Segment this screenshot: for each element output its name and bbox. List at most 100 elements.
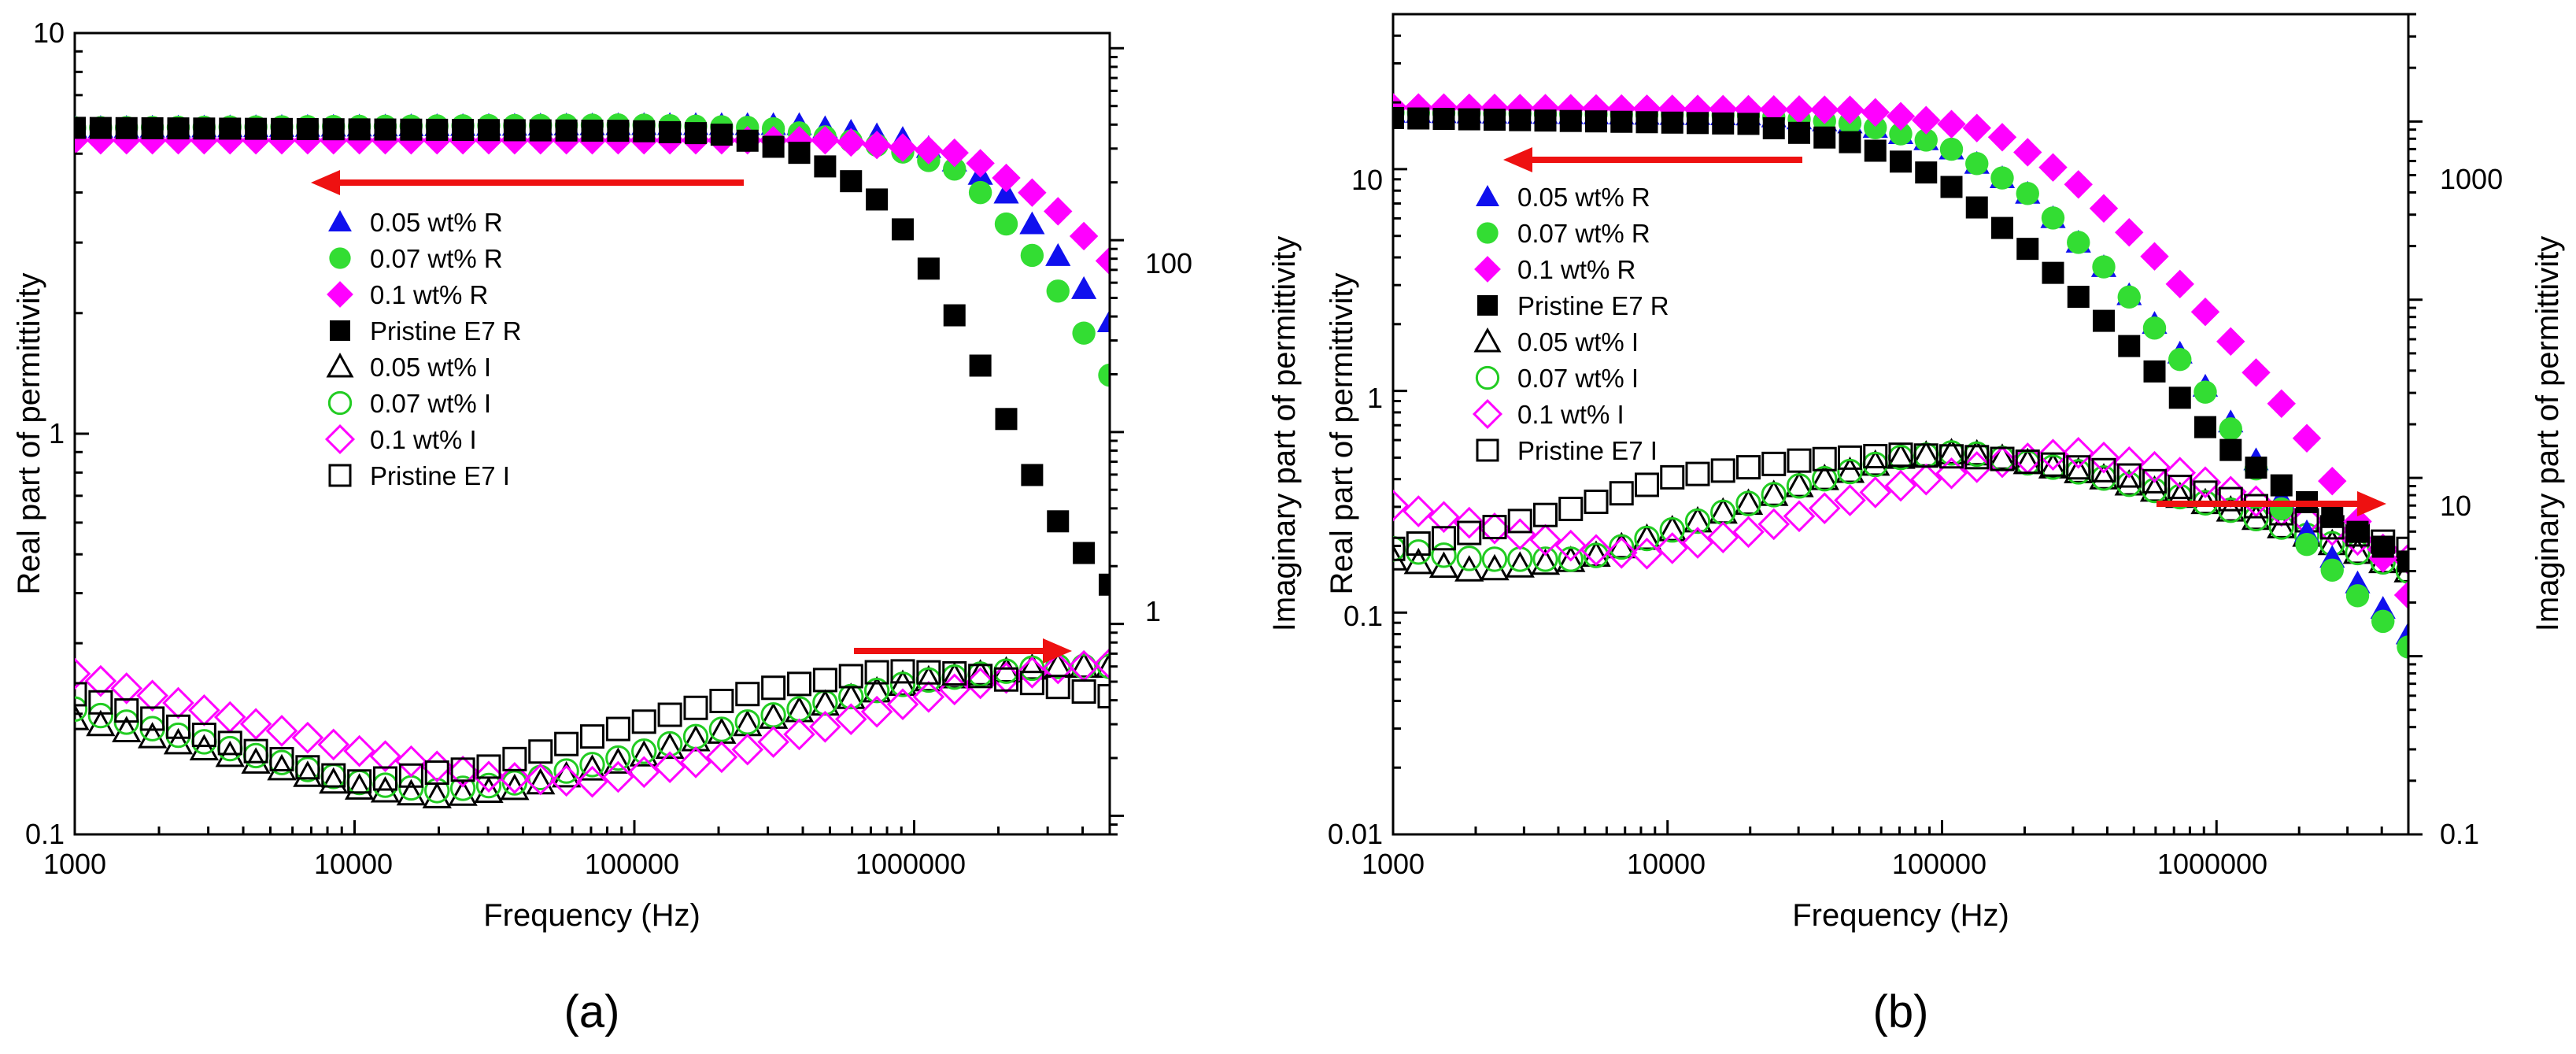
data-point: [2118, 335, 2141, 357]
data-point: [1990, 446, 2015, 472]
data-point: [1706, 521, 1739, 553]
data-point: [137, 722, 168, 749]
data-point: [1736, 455, 1761, 480]
data-point: [239, 708, 272, 741]
data-point: [317, 728, 350, 761]
data-point: [2218, 486, 2243, 512]
legend-label: 0.05 wt% R: [370, 208, 503, 237]
data-point: [2037, 438, 2069, 472]
data-point: [524, 763, 557, 796]
data-point: [1428, 551, 1459, 579]
data-point: [1017, 653, 1048, 680]
legend-label: 0.1 wt% R: [370, 280, 488, 309]
data-point: [2038, 452, 2068, 479]
data-point: [1786, 473, 1813, 499]
data-point: [1609, 534, 1635, 560]
data-point: [1605, 536, 1638, 569]
data-point: [2267, 389, 2296, 418]
legend-label: Pristine E7 R: [1517, 291, 1669, 320]
data-point: [191, 723, 216, 748]
data-point: [1656, 532, 1689, 564]
data-point: [862, 130, 892, 160]
data-point: [2267, 512, 2297, 538]
data-point: [1658, 94, 1687, 124]
data-point: [374, 118, 397, 141]
data-point: [475, 772, 502, 799]
data-point: [293, 760, 323, 787]
data-point: [1631, 537, 1663, 570]
data-point: [1861, 449, 1890, 476]
legend-marker: [324, 423, 356, 455]
data-point: [940, 661, 970, 689]
data-point: [2041, 206, 2065, 230]
data-point: [659, 120, 682, 143]
data-point: [2165, 269, 2194, 299]
data-point: [551, 760, 582, 788]
data-point: [75, 657, 91, 690]
data-point: [1962, 438, 1992, 466]
data-point: [864, 660, 889, 685]
data-point: [166, 714, 190, 739]
data-point: [1890, 150, 1912, 173]
data-point: [2295, 533, 2319, 557]
data-point: [627, 756, 660, 789]
data-point: [1635, 111, 1658, 134]
series-0-1-wt-i: [1393, 437, 2408, 575]
data-point: [241, 126, 271, 155]
data-point: [2092, 255, 2116, 279]
data-point: [164, 126, 193, 155]
data-point: [1018, 178, 1047, 207]
data-point: [1759, 94, 1788, 124]
panel-b-x-tick-100000: 100000: [1892, 848, 1987, 880]
data-point: [1457, 520, 1482, 545]
data-point: [1507, 509, 1532, 534]
data-point: [2117, 285, 2141, 309]
data-point: [838, 683, 864, 710]
data-point: [1685, 461, 1710, 486]
data-point: [189, 734, 220, 761]
data-point: [1046, 279, 1070, 303]
data-point: [2190, 297, 2220, 327]
data-point: [87, 702, 114, 729]
data-point: [1478, 512, 1511, 545]
data-point: [424, 760, 449, 786]
data-point: [1558, 497, 1584, 522]
data-point: [555, 119, 578, 142]
data-point: [736, 129, 759, 152]
panel-a-y-left-tick-10: 10: [33, 17, 65, 49]
data-point: [1609, 481, 1634, 506]
data-point: [1071, 679, 1096, 705]
data-point: [2038, 153, 2068, 182]
data-point: [1884, 469, 1917, 502]
data-point: [1041, 652, 1074, 685]
data-point: [1406, 531, 1431, 557]
data-point: [1453, 506, 1486, 539]
data-point: [243, 738, 268, 764]
data-point: [163, 727, 194, 755]
data-point: [605, 745, 631, 771]
series-pristine-e7-r: [1393, 106, 2408, 573]
data-point: [1432, 108, 1455, 131]
data-point: [681, 724, 711, 752]
data-point: [162, 686, 194, 719]
data-point: [657, 702, 682, 727]
data-point: [2219, 438, 2242, 461]
data-point: [683, 695, 708, 720]
data-point: [2321, 505, 2344, 528]
data-point: [1961, 451, 1994, 483]
data-point: [1098, 363, 1110, 387]
data-point: [1962, 113, 1991, 142]
data-point: [2346, 520, 2369, 543]
data-point: [114, 698, 139, 723]
data-point: [1761, 482, 1787, 508]
data-point: [291, 721, 324, 754]
data-point: [2368, 544, 2397, 573]
data-point: [1393, 536, 1406, 561]
data-point: [396, 778, 427, 806]
panel-b-y-right-tick-10: 10: [2440, 490, 2471, 522]
data-point: [633, 120, 656, 142]
legend-marker: [1473, 327, 1502, 353]
panel-a-x-axis-label: Frequency (Hz): [483, 898, 700, 933]
data-point: [577, 754, 608, 781]
data-point: [269, 746, 294, 771]
